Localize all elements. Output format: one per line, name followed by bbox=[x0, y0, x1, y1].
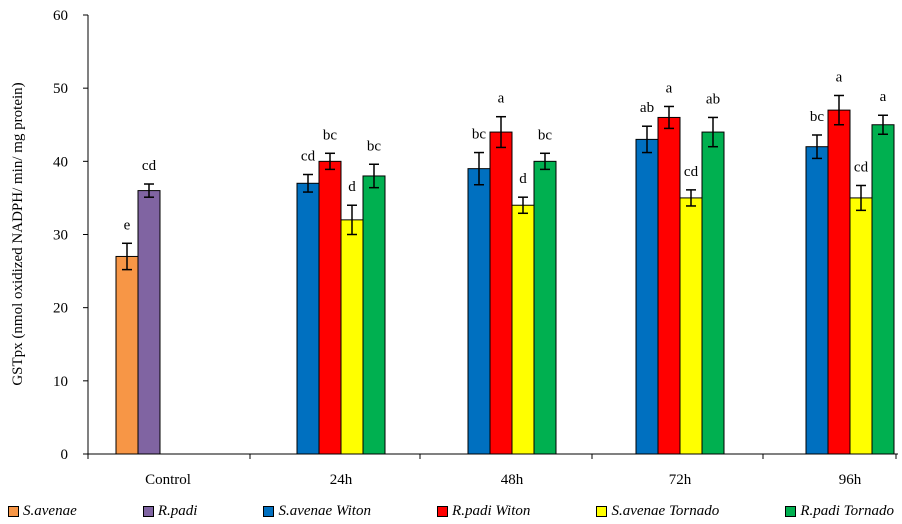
significance-label: d bbox=[519, 171, 527, 187]
significance-label: cd bbox=[301, 149, 316, 165]
bar bbox=[657, 116, 681, 455]
legend-label: S.avenae bbox=[23, 502, 77, 519]
significance-label: bc bbox=[323, 127, 338, 143]
significance-label: ab bbox=[706, 91, 720, 107]
significance-label: bc bbox=[367, 138, 382, 154]
bar bbox=[827, 109, 851, 455]
significance-label: ab bbox=[640, 100, 654, 116]
significance-label: a bbox=[666, 80, 673, 96]
category-label: 48h bbox=[501, 472, 524, 488]
y-tick-label: 30 bbox=[53, 228, 68, 244]
bar bbox=[362, 175, 386, 455]
bar bbox=[635, 138, 659, 455]
y-tick-label: 60 bbox=[53, 8, 68, 24]
category-labels: Control 24h 48h 72h 96h bbox=[145, 472, 862, 488]
legend-label: R.padi Witon bbox=[452, 502, 531, 519]
legend-item: S.avenae Tornado bbox=[596, 503, 719, 520]
bar bbox=[511, 204, 535, 455]
bar bbox=[137, 190, 161, 455]
significance-label: bc bbox=[472, 127, 487, 143]
bar bbox=[115, 255, 139, 455]
bar bbox=[296, 182, 320, 455]
legend-item: S.avenae Witon bbox=[263, 502, 371, 520]
category-label: 24h bbox=[330, 472, 353, 488]
bar bbox=[318, 160, 342, 455]
legend-swatch bbox=[8, 505, 19, 517]
category-label: 96h bbox=[839, 472, 862, 488]
category-label: 72h bbox=[669, 472, 692, 488]
y-ticks: 0 10 20 30 40 50 60 bbox=[53, 8, 88, 463]
bar bbox=[533, 160, 557, 455]
significance-label: cd bbox=[854, 159, 869, 175]
legend-item: R.padi Witon bbox=[437, 503, 530, 520]
legend-swatch bbox=[263, 505, 275, 517]
bar bbox=[679, 197, 703, 455]
y-tick-label: 10 bbox=[53, 374, 68, 390]
legend-item: R.padi Tornado bbox=[785, 503, 894, 520]
y-tick-label: 0 bbox=[61, 447, 69, 463]
bar bbox=[340, 219, 364, 455]
significance-label: a bbox=[836, 69, 843, 85]
bar bbox=[849, 197, 873, 455]
legend-label: R.padi Tornado bbox=[800, 502, 894, 519]
significance-label: a bbox=[498, 91, 505, 107]
significance-label: d bbox=[348, 179, 356, 195]
significance-label: cd bbox=[142, 158, 157, 174]
legend-item: S.avenae bbox=[8, 503, 77, 520]
legend-item: R.padi bbox=[142, 502, 198, 520]
category-label: Control bbox=[145, 472, 191, 488]
significance-label: bc bbox=[538, 127, 553, 143]
legend-label: S.avenae Witon bbox=[278, 502, 371, 519]
legend-swatch bbox=[785, 505, 797, 517]
significance-label: a bbox=[880, 89, 887, 105]
bar bbox=[871, 124, 895, 455]
bar bbox=[467, 168, 491, 455]
y-axis-label: GSTpx (nmol oxidized NADPH/ min/ mg prot… bbox=[10, 82, 26, 385]
y-tick-label: 20 bbox=[53, 301, 68, 317]
y-tick-label: 40 bbox=[53, 154, 68, 170]
bar bbox=[489, 131, 513, 455]
legend-label: S.avenae Tornado bbox=[611, 502, 720, 519]
legend: S.avenae R.padi S.avenae Witon R.padi Witon… bbox=[0, 500, 902, 522]
bar-chart: GSTpx (nmol oxidized NADPH/ min/ mg prot… bbox=[10, 8, 898, 488]
y-tick-label: 50 bbox=[53, 81, 68, 97]
bar bbox=[701, 131, 725, 455]
legend-swatch bbox=[142, 505, 154, 517]
legend-label: R.padi bbox=[157, 502, 198, 519]
legend-swatch bbox=[437, 505, 449, 517]
significance-label: e bbox=[124, 217, 131, 233]
legend-swatch bbox=[596, 505, 608, 517]
significance-label: cd bbox=[684, 164, 699, 180]
bar bbox=[805, 146, 829, 455]
significance-label: bc bbox=[810, 109, 825, 125]
